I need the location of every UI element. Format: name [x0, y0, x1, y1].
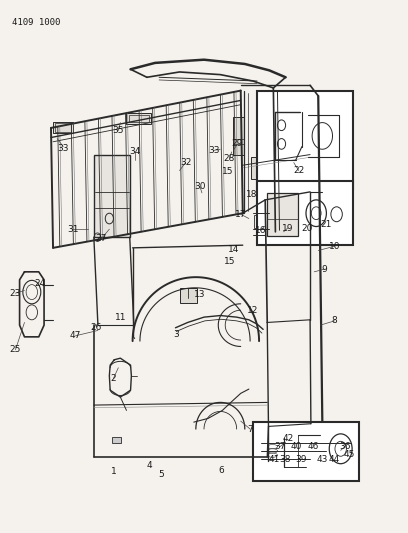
Text: 3: 3: [173, 330, 179, 338]
Text: 7: 7: [247, 425, 253, 433]
Text: 44: 44: [328, 455, 339, 464]
Bar: [253, 422, 359, 481]
Bar: [126, 113, 151, 124]
Text: 42: 42: [282, 434, 294, 442]
Text: 31: 31: [67, 225, 78, 233]
Text: 16: 16: [255, 226, 266, 235]
Text: 4109 1000: 4109 1000: [12, 18, 61, 27]
Bar: [267, 193, 298, 236]
Text: 14: 14: [228, 245, 239, 254]
Text: 23: 23: [10, 289, 21, 297]
Text: 43: 43: [317, 455, 328, 464]
Text: 2: 2: [111, 374, 116, 383]
Bar: [257, 181, 353, 245]
Text: 12: 12: [247, 306, 259, 314]
Text: 29: 29: [232, 140, 243, 148]
Bar: [112, 437, 121, 443]
Bar: [53, 122, 73, 133]
Text: 35: 35: [113, 126, 124, 135]
Text: 21: 21: [321, 221, 332, 229]
Text: 5: 5: [158, 470, 164, 479]
Text: 17: 17: [235, 210, 246, 219]
Text: 33: 33: [208, 146, 220, 155]
Text: 25: 25: [10, 345, 21, 354]
Text: 26: 26: [91, 323, 102, 332]
Text: 13: 13: [194, 290, 206, 298]
Text: 15: 15: [224, 257, 235, 265]
Text: 38: 38: [279, 455, 290, 464]
Text: 46: 46: [308, 442, 319, 451]
Bar: [233, 117, 244, 155]
Text: 45: 45: [343, 450, 355, 458]
Text: 18: 18: [246, 190, 258, 198]
Text: 27: 27: [95, 235, 107, 243]
Text: 30: 30: [194, 182, 206, 191]
Text: 6: 6: [219, 466, 224, 474]
Bar: [251, 157, 262, 179]
Text: 24: 24: [34, 279, 46, 288]
Text: 22: 22: [293, 166, 304, 175]
Text: 32: 32: [180, 158, 191, 167]
Text: 39: 39: [295, 455, 307, 464]
Text: 34: 34: [129, 148, 140, 156]
Text: 8: 8: [332, 317, 337, 325]
Text: 4: 4: [146, 461, 152, 470]
Bar: [55, 123, 71, 132]
Text: 9: 9: [322, 265, 327, 273]
Text: 28: 28: [224, 154, 235, 163]
Text: 1: 1: [111, 467, 116, 476]
Bar: [257, 91, 353, 189]
Text: 10: 10: [329, 242, 340, 251]
Text: 33: 33: [58, 144, 69, 152]
Text: 37: 37: [274, 442, 286, 451]
Text: 11: 11: [115, 313, 126, 321]
Text: 36: 36: [339, 442, 350, 451]
Bar: [254, 215, 266, 228]
Text: 41: 41: [268, 455, 280, 464]
Bar: [129, 115, 149, 122]
Text: 40: 40: [290, 442, 302, 451]
Text: 19: 19: [282, 224, 293, 232]
Text: 47: 47: [70, 332, 81, 340]
Text: 15: 15: [222, 167, 233, 176]
Bar: [94, 155, 130, 237]
Text: 20: 20: [301, 224, 313, 232]
Bar: [180, 288, 197, 303]
